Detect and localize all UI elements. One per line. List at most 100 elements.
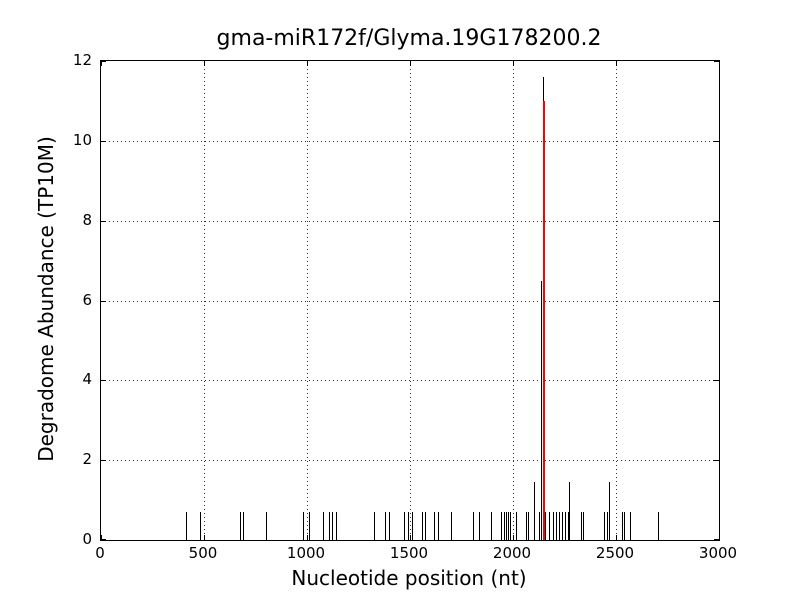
- degradome-bar: [242, 512, 244, 540]
- y-tick-mark: [714, 539, 719, 540]
- y-tick-mark: [714, 460, 719, 462]
- y-tick-mark: [714, 220, 719, 222]
- x-tick-mark: [719, 535, 720, 540]
- degradome-bar: [505, 512, 507, 540]
- degradome-bar: [583, 512, 585, 540]
- degradome-bar: [434, 512, 436, 540]
- degradome-bar: [624, 512, 626, 540]
- degradome-bar: [407, 512, 409, 540]
- plot-area: [100, 60, 720, 541]
- x-tick-mark: [307, 535, 308, 540]
- x-tick-label: 1000: [286, 544, 326, 562]
- x-tick-mark: [513, 61, 514, 66]
- x-tick-mark: [616, 61, 617, 66]
- degradome-bar: [565, 512, 567, 540]
- degradome-bar: [562, 512, 564, 540]
- gridline-horizontal: [101, 220, 719, 222]
- x-tick-label: 3000: [698, 544, 738, 562]
- degradome-bar: [404, 512, 406, 540]
- cleavage-site-highlight-bar: [542, 100, 546, 540]
- x-tick-mark: [204, 61, 205, 66]
- degradome-bar: [510, 512, 512, 540]
- degradome-bar: [621, 512, 623, 540]
- degradome-bar: [548, 512, 550, 540]
- degradome-bar: [629, 512, 631, 540]
- degradome-bar: [528, 512, 530, 540]
- degradome-bar: [545, 512, 547, 540]
- x-tick-mark: [719, 61, 720, 66]
- y-tick-label: 4: [82, 370, 92, 389]
- x-tick-mark: [616, 535, 617, 540]
- degradome-bar: [508, 512, 510, 540]
- degradome-bar: [515, 512, 517, 540]
- y-tick-mark: [714, 140, 719, 142]
- degradome-bar: [329, 512, 331, 540]
- y-tick-label: 8: [82, 210, 92, 229]
- gridline-horizontal: [101, 140, 719, 142]
- x-tick-label: 0: [95, 544, 105, 562]
- degradome-bar: [606, 512, 608, 540]
- degradome-bar: [473, 512, 475, 540]
- degradome-bar: [559, 512, 561, 540]
- x-tick-mark: [204, 535, 205, 540]
- degradome-bar: [657, 512, 659, 540]
- degradome-bar: [567, 512, 569, 540]
- x-tick-label: 2000: [492, 544, 532, 562]
- degradome-bar: [503, 512, 505, 540]
- y-tick-mark: [101, 539, 106, 540]
- chart-title: gma-miR172f/Glyma.19G178200.2: [216, 26, 602, 51]
- y-tick-mark: [714, 380, 719, 382]
- x-tick-label: 1500: [389, 544, 429, 562]
- y-tick-mark: [714, 61, 719, 62]
- x-tick-label: 2500: [595, 544, 635, 562]
- x-tick-mark: [410, 535, 411, 540]
- degradome-bar: [538, 512, 540, 540]
- y-tick-mark: [101, 300, 106, 302]
- degradome-bar: [424, 512, 426, 540]
- y-tick-label: 2: [82, 450, 92, 469]
- degradome-bar: [479, 512, 481, 540]
- degradome-bar: [200, 512, 202, 540]
- degradome-bar: [323, 512, 325, 540]
- x-tick-mark: [101, 61, 102, 66]
- y-tick-label: 12: [72, 51, 92, 69]
- degradome-bar: [437, 512, 439, 540]
- y-tick-mark: [101, 380, 106, 382]
- y-tick-label: 6: [82, 290, 92, 309]
- degradome-bar: [525, 512, 527, 540]
- x-tick-mark: [101, 535, 102, 540]
- gridline-horizontal: [101, 460, 719, 462]
- degradome-bar: [490, 512, 492, 540]
- degradome-bar: [609, 482, 611, 540]
- degradome-bar: [303, 512, 305, 540]
- x-axis-label: Nucleotide position (nt): [291, 566, 527, 590]
- gridline-horizontal: [101, 380, 719, 382]
- x-tick-mark: [513, 535, 514, 540]
- degradome-bar: [555, 512, 557, 540]
- degradome-bar: [331, 512, 333, 540]
- degradome-bar: [336, 512, 338, 540]
- y-tick-mark: [101, 460, 106, 462]
- x-tick-mark: [307, 61, 308, 66]
- degradome-bar: [421, 512, 423, 540]
- gridline-horizontal: [101, 300, 719, 302]
- degradome-bar: [533, 482, 535, 540]
- y-tick-mark: [101, 220, 106, 222]
- degradome-bar: [389, 512, 391, 540]
- degradome-bar: [569, 482, 571, 540]
- degradome-bar: [580, 512, 582, 540]
- degradome-bar: [309, 512, 311, 540]
- degradome-bar: [373, 512, 375, 540]
- degradome-bar: [450, 512, 452, 540]
- degradome-bar: [239, 512, 241, 540]
- degradome-bar: [501, 512, 503, 540]
- y-tick-mark: [714, 300, 719, 302]
- degradome-bar: [604, 512, 606, 540]
- degradome-bar: [540, 280, 542, 540]
- degradome-bar: [385, 512, 387, 540]
- y-tick-mark: [101, 61, 106, 62]
- x-tick-label: 500: [188, 544, 218, 562]
- y-tick-mark: [101, 140, 106, 142]
- degradome-bar: [412, 512, 414, 540]
